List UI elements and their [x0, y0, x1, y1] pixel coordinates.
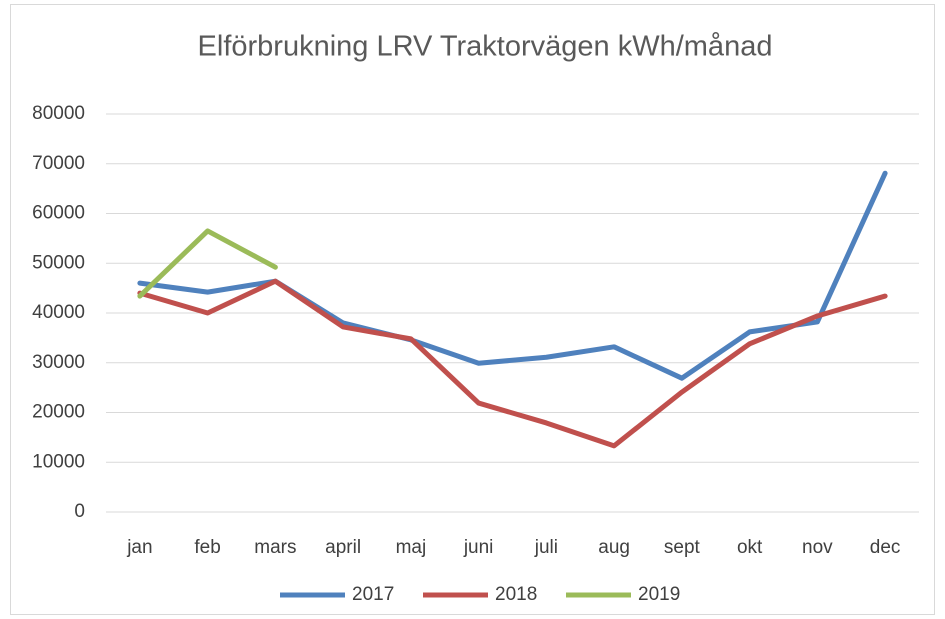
- y-tick-label: 0: [74, 501, 85, 522]
- x-tick-label: dec: [870, 537, 901, 558]
- legend-label: 2019: [638, 584, 680, 605]
- x-tick-label: mars: [254, 537, 296, 558]
- x-tick-label: jan: [126, 537, 152, 558]
- series-line: [137, 278, 888, 449]
- y-tick-label: 10000: [32, 451, 85, 472]
- x-tick-label: maj: [396, 537, 427, 558]
- chart-title: Elförbrukning LRV Traktorvägen kWh/månad: [198, 31, 773, 63]
- x-tick-label: aug: [598, 537, 630, 558]
- y-tick-label: 80000: [32, 103, 85, 124]
- x-tick-label: nov: [802, 537, 833, 558]
- x-tick-label: okt: [737, 537, 763, 558]
- y-tick-label: 40000: [32, 302, 85, 323]
- x-tick-label: sept: [664, 537, 701, 558]
- y-tick-label: 70000: [32, 153, 85, 174]
- x-tick-label: april: [325, 537, 361, 558]
- x-tick-label: juli: [534, 537, 558, 558]
- series-line: [137, 170, 888, 381]
- chart-frame: [10, 4, 935, 615]
- legend-label: 2018: [495, 584, 537, 605]
- y-tick-label: 60000: [32, 203, 85, 224]
- series-line: [137, 228, 278, 299]
- y-tick-label: 30000: [32, 352, 85, 373]
- legend-label: 2017: [352, 584, 394, 605]
- x-tick-label: feb: [194, 537, 220, 558]
- y-tick-label: 50000: [32, 252, 85, 273]
- y-tick-label: 20000: [32, 402, 85, 423]
- x-tick-label: juni: [463, 537, 494, 558]
